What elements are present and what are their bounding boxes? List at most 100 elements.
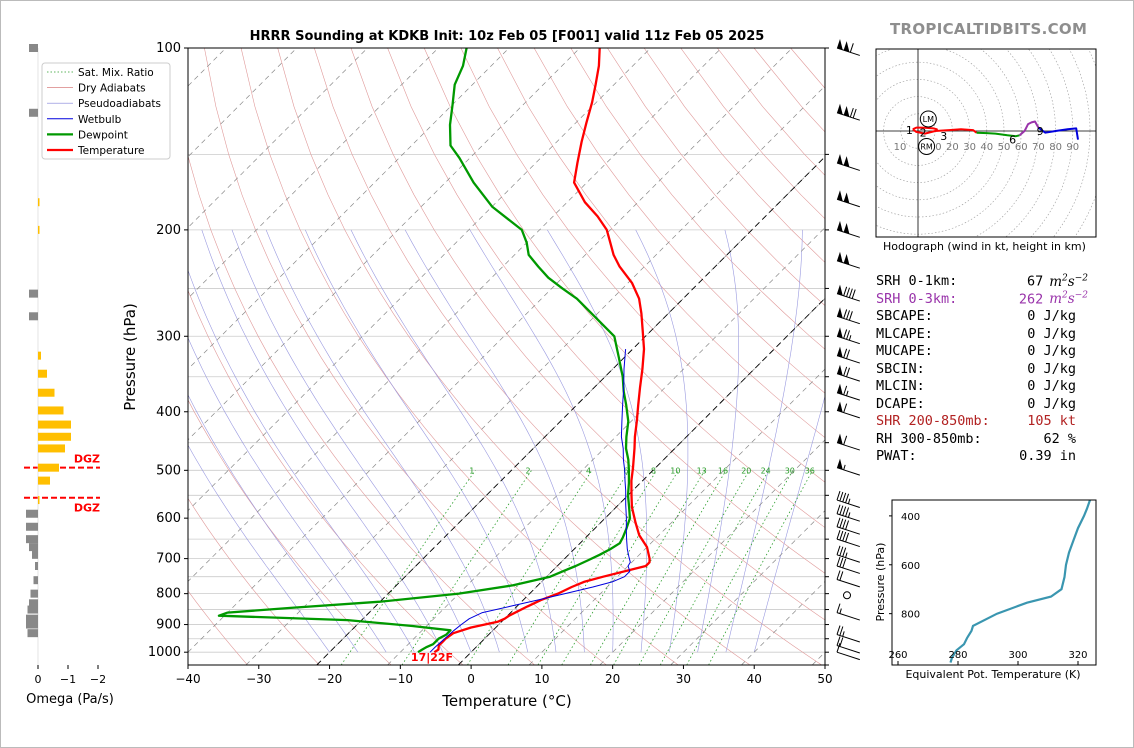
- omega-bar: [38, 496, 40, 505]
- theta-e-plot: [949, 500, 1092, 663]
- barb-full: [839, 505, 844, 515]
- y-tick-label: 500: [156, 463, 181, 478]
- omega-bar: [32, 550, 38, 559]
- barb-full: [852, 108, 857, 119]
- index-label: PWAT:: [876, 448, 917, 464]
- wind-barb: [836, 401, 860, 419]
- barb-full: [836, 625, 841, 635]
- series-dewpoint: [217, 48, 632, 654]
- pseudoadiabat: [188, 444, 330, 653]
- pseudoadiabat: [697, 229, 740, 653]
- pseudoadiabat: [725, 229, 803, 653]
- omega-bar: [26, 509, 38, 518]
- index-value: 67 m2s−2: [1027, 273, 1088, 290]
- omega-bar: [26, 522, 38, 531]
- barb-flag: [843, 223, 850, 234]
- barb-staff: [836, 392, 860, 401]
- hodo-ring-label: 40: [980, 142, 993, 153]
- y-tick-label: 900: [156, 618, 181, 633]
- omega-bar: [38, 369, 47, 378]
- hodograph: 10 10 20 30 40 50 60 70 80 90 1 2 3 6 9 LM RM: [875, 48, 1097, 238]
- isotherm: [245, 85, 825, 665]
- index-number: 0 J/kg: [1027, 308, 1076, 324]
- index-number: 262: [1018, 291, 1044, 307]
- legend-box: [41, 62, 171, 160]
- y-tick-label: 700: [156, 552, 181, 567]
- barb-staff: [836, 409, 860, 419]
- barb-full: [843, 435, 848, 445]
- pseudoadiabat: [231, 229, 472, 653]
- mix-ratio-label: 36: [805, 467, 815, 476]
- barb-flag: [837, 284, 843, 296]
- dry-adiabat: [188, 590, 248, 665]
- theta-e-x-tick-label: 300: [1008, 650, 1027, 661]
- y-tick-label: 300: [156, 329, 181, 344]
- barb-full: [836, 643, 841, 653]
- barb-full: [843, 348, 848, 358]
- omega-bar: [38, 432, 71, 441]
- index-label: MLCIN:: [876, 378, 925, 394]
- legend-label: Temperature: [77, 145, 145, 157]
- wind-barb: [843, 591, 851, 600]
- omega-bar: [29, 543, 38, 552]
- omega-bar: [26, 614, 38, 623]
- barb-flag: [843, 192, 850, 204]
- pseudoadiabat: [188, 269, 415, 653]
- wind-barb: [836, 556, 860, 574]
- pseudoadiabat: [201, 229, 444, 653]
- barb-flag: [837, 103, 843, 115]
- barb-full: [843, 329, 848, 339]
- pseudoadiabat: [635, 229, 689, 653]
- y-tick-label: 600: [156, 511, 181, 526]
- omega-tick-label: 0: [35, 673, 42, 686]
- barb-full: [839, 530, 844, 541]
- storm-motion-label: RM: [920, 142, 933, 151]
- omega-bar: [29, 312, 38, 321]
- isotherm: [188, 48, 793, 653]
- barb-staff: [836, 293, 860, 302]
- mix-ratio-label: 30: [785, 467, 795, 476]
- pseudoadiabat: [350, 229, 557, 653]
- index-value: 0 J/kg: [1027, 361, 1076, 377]
- barb-full: [836, 556, 841, 567]
- mix-ratio-label: 6: [623, 467, 628, 476]
- dry-adiabat: [204, 48, 607, 665]
- index-number: 0 J/kg: [1027, 378, 1076, 394]
- hodo-ring-label: 60: [1015, 142, 1028, 153]
- index-row: SBCIN: 0 J/kg: [876, 361, 1076, 378]
- barb-full: [845, 532, 850, 543]
- storm-motion-marker: [918, 137, 936, 155]
- legend-label: Pseudoadiabats: [78, 98, 161, 110]
- index-value: 0 J/kg: [1027, 308, 1076, 324]
- barb-half: [847, 512, 851, 518]
- barb-flag: [837, 307, 843, 319]
- skewt-x-label: Temperature (°C): [441, 692, 571, 710]
- isotherm: [188, 48, 581, 441]
- index-value: 0 J/kg: [1027, 326, 1076, 342]
- barb-full: [836, 636, 841, 646]
- dry-adiabat: [387, 48, 825, 574]
- pseudoadiabat: [305, 229, 528, 653]
- index-value: 262 m2s−2: [1019, 291, 1088, 308]
- pseudoadiabat: [469, 229, 614, 653]
- wind-barb: [836, 570, 860, 588]
- hodo-frame: [875, 48, 1097, 238]
- barb-staff: [836, 526, 860, 535]
- index-value: 0 J/kg: [1027, 378, 1076, 394]
- barb-full: [846, 367, 850, 377]
- barb-flag: [837, 251, 843, 263]
- barb-full: [851, 289, 856, 299]
- theta-e-x-tick-label: 260: [888, 650, 907, 661]
- isotherm: [188, 48, 651, 512]
- barb-full: [839, 491, 844, 502]
- theta-e-x-tick-label: 280: [948, 650, 967, 661]
- mixing-ratio-line: [340, 470, 476, 665]
- omega-bar: [33, 576, 38, 585]
- barb-staff: [836, 612, 860, 621]
- hodo-ring-label: 30: [963, 142, 976, 153]
- wind-barb: [836, 39, 860, 56]
- y-tick-label: 100: [156, 41, 181, 56]
- skewt-legend: Sat. Mix. Ratio Dry Adiabats Pseudoadiabat…: [41, 62, 171, 160]
- index-row: PWAT: 0.39 in: [876, 448, 1076, 465]
- theta-e-line: [949, 500, 1092, 663]
